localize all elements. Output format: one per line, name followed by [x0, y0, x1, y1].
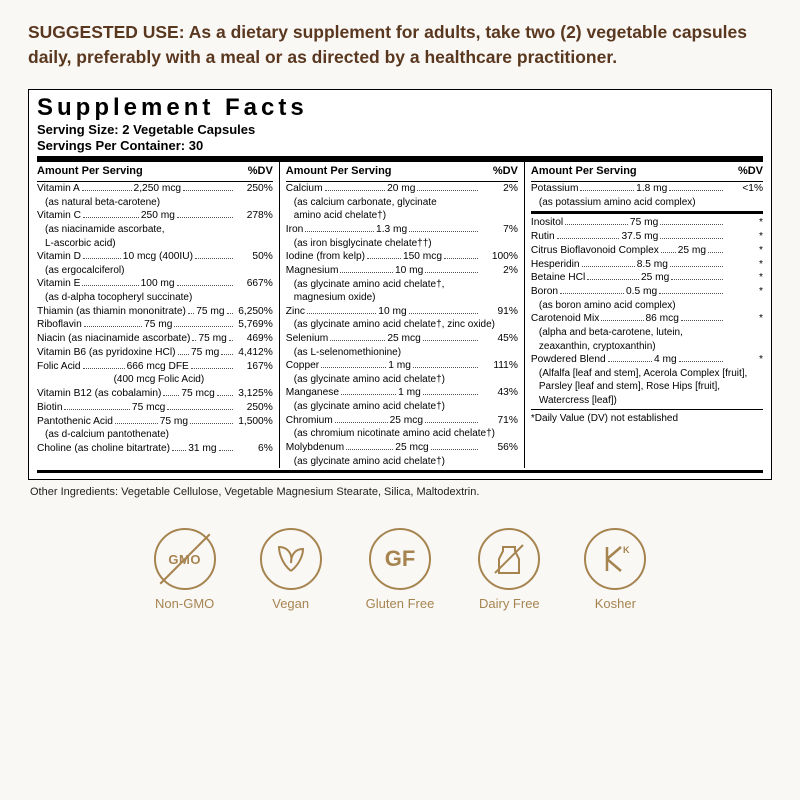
gluten-free-icon: GF: [369, 528, 431, 590]
vegan-icon: [260, 528, 322, 590]
fact-row: Thiamin (as thiamin mononitrate)75 mg6,2…: [37, 305, 273, 319]
column-2: Amount Per Serving%DVCalcium20 mg2%(as c…: [279, 162, 524, 468]
fact-row: Pantothenic Acid75 mg1,500%: [37, 415, 273, 429]
fact-row: Chromium25 mcg71%: [286, 414, 518, 428]
dairy-free-icon: [478, 528, 540, 590]
fact-row: Carotenoid Mix86 mcg*: [531, 312, 763, 326]
fact-row: Vitamin B12 (as cobalamin)75 mcg3,125%: [37, 387, 273, 401]
supplement-facts-panel: Supplement Facts Serving Size: 2 Vegetab…: [28, 89, 772, 481]
fact-row: Iodine (from kelp)150 mcg100%: [286, 250, 518, 264]
badge-non-gmo: GMO Non-GMO: [154, 528, 216, 611]
svg-text:K: K: [623, 545, 630, 555]
fact-row: Vitamin D10 mcg (400IU)50%: [37, 250, 273, 264]
fact-row: Selenium25 mcg45%: [286, 332, 518, 346]
non-gmo-icon: GMO: [154, 528, 216, 590]
badge-label: Dairy Free: [479, 596, 540, 611]
fact-row: Iron1.3 mg7%: [286, 223, 518, 237]
fact-row: Magnesium10 mg2%: [286, 264, 518, 278]
badge-gluten-free: GF Gluten Free: [366, 528, 435, 611]
badge-label: Gluten Free: [366, 596, 435, 611]
serving-size: Serving Size: 2 Vegetable Capsules: [37, 122, 763, 138]
servings-per-container: Servings Per Container: 30: [37, 138, 763, 154]
suggested-use: SUGGESTED USE: As a dietary supplement f…: [28, 20, 772, 71]
facts-columns: Amount Per Serving%DVVitamin A2,250 mcg2…: [37, 162, 763, 468]
fact-row: Manganese1 mg43%: [286, 386, 518, 400]
fact-row: Riboflavin75 mg5,769%: [37, 318, 273, 332]
fact-row: Vitamin A2,250 mcg250%: [37, 182, 273, 196]
fact-row: Folic Acid666 mcg DFE167%: [37, 360, 273, 374]
fact-row: Choline (as choline bitartrate)31 mg6%: [37, 442, 273, 456]
fact-row: Betaine HCl25 mg*: [531, 271, 763, 285]
fact-row: Hesperidin8.5 mg*: [531, 258, 763, 272]
fact-row: Zinc10 mg91%: [286, 305, 518, 319]
fact-row: Calcium20 mg2%: [286, 182, 518, 196]
badge-vegan: Vegan: [260, 528, 322, 611]
badge-label: Non-GMO: [155, 596, 214, 611]
column-1: Amount Per Serving%DVVitamin A2,250 mcg2…: [37, 162, 279, 468]
fact-row: Vitamin B6 (as pyridoxine HCl)75 mg4,412…: [37, 346, 273, 360]
fact-row: Citrus Bioflavonoid Complex25 mg*: [531, 244, 763, 258]
kosher-icon: K: [584, 528, 646, 590]
panel-title: Supplement Facts: [37, 94, 763, 122]
fact-row: Inositol75 mg*: [531, 216, 763, 230]
fact-row: Potassium1.8 mg<1%: [531, 182, 763, 196]
fact-row: Molybdenum25 mcg56%: [286, 441, 518, 455]
fact-row: Vitamin C250 mg278%: [37, 209, 273, 223]
column-3: Amount Per Serving%DVPotassium1.8 mg<1%(…: [524, 162, 763, 468]
badge-dairy-free: Dairy Free: [478, 528, 540, 611]
fact-row: Rutin37.5 mg*: [531, 230, 763, 244]
badge-row: GMO Non-GMO Vegan GF Gluten Free Dairy F…: [28, 528, 772, 611]
badge-kosher: K Kosher: [584, 528, 646, 611]
badge-label: Vegan: [272, 596, 309, 611]
fact-row: Niacin (as niacinamide ascorbate)75 mg46…: [37, 332, 273, 346]
fact-row: Biotin75 mcg250%: [37, 401, 273, 415]
other-ingredients: Other Ingredients: Vegetable Cellulose, …: [30, 486, 770, 498]
fact-row: Copper1 mg111%: [286, 359, 518, 373]
badge-label: Kosher: [595, 596, 636, 611]
fact-row: Vitamin E100 mg667%: [37, 277, 273, 291]
fact-row: Boron0.5 mg*: [531, 285, 763, 299]
fact-row: Powdered Blend4 mg*: [531, 353, 763, 367]
